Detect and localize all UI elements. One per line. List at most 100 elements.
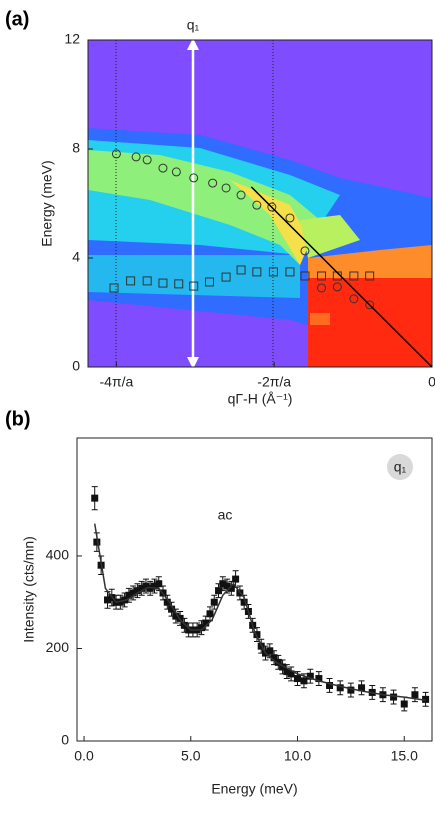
point [146, 584, 154, 592]
x-tick-label: 0 [428, 374, 435, 390]
annotation: q₁ [187, 17, 200, 33]
y-tick-label: 400 [46, 547, 70, 563]
point [223, 582, 231, 590]
point [236, 190, 246, 200]
point [326, 681, 334, 689]
point [111, 149, 121, 159]
point [315, 675, 323, 683]
annotation: q₁ [394, 459, 407, 475]
point [197, 624, 205, 632]
point [236, 265, 246, 275]
point [252, 200, 262, 210]
point [163, 598, 171, 606]
x-tick-label: 10.0 [284, 748, 311, 764]
point [332, 282, 342, 292]
y-tick-label: 4 [72, 249, 80, 265]
point [349, 294, 359, 304]
point [253, 631, 261, 639]
point [109, 283, 119, 293]
point [150, 582, 158, 590]
x-axis-label: Energy (meV) [211, 781, 297, 797]
point [317, 283, 327, 293]
point [158, 163, 168, 173]
point [125, 591, 133, 599]
point [285, 267, 295, 277]
heatmap [88, 38, 432, 369]
point [142, 582, 150, 590]
point [142, 155, 152, 165]
point [411, 691, 419, 699]
point [252, 267, 262, 277]
y-tick-label: 0 [61, 732, 69, 748]
point [126, 276, 136, 286]
annotation-badge [387, 454, 413, 480]
point [116, 598, 124, 606]
point [142, 276, 152, 286]
point [158, 278, 168, 288]
point [189, 173, 199, 183]
y-axis-label: Energy (meV) [39, 160, 55, 246]
point [206, 610, 214, 618]
point [266, 647, 274, 655]
plot-frame [76, 437, 433, 742]
point [240, 598, 248, 606]
point [336, 684, 344, 692]
point [155, 580, 163, 588]
point [215, 587, 223, 595]
point [400, 700, 408, 708]
point [349, 271, 359, 281]
point [205, 277, 215, 287]
point [221, 183, 231, 193]
fit-line [250, 186, 433, 368]
point [180, 621, 188, 629]
y-tick-label: 8 [72, 140, 80, 156]
point [219, 580, 227, 588]
point [171, 167, 181, 177]
point [365, 300, 375, 310]
fit-line [93, 523, 426, 702]
point [131, 152, 141, 162]
point [347, 686, 355, 694]
point [232, 575, 240, 583]
y-tick-label: 200 [46, 639, 70, 655]
x-axis-label: qΓ-H (Å⁻¹) [228, 391, 293, 407]
point [317, 271, 327, 281]
point [422, 695, 430, 703]
annotation: ac [218, 507, 233, 523]
point [227, 584, 235, 592]
point [283, 668, 291, 676]
point [210, 598, 218, 606]
panel-label: (a) [5, 8, 29, 30]
point [172, 612, 180, 620]
point [91, 494, 99, 502]
point [93, 538, 101, 546]
point [268, 267, 278, 277]
point [189, 281, 199, 291]
point [174, 279, 184, 289]
point [221, 272, 231, 282]
point [202, 619, 210, 627]
point [267, 202, 277, 212]
y-tick-label: 0 [72, 358, 80, 374]
point [300, 271, 310, 281]
point [294, 675, 302, 683]
point [365, 271, 375, 281]
plot-frame [87, 39, 433, 368]
point [287, 670, 295, 678]
point [270, 654, 278, 662]
point [168, 605, 176, 613]
point [274, 658, 282, 666]
point [306, 672, 314, 680]
point [300, 677, 308, 685]
point [279, 663, 287, 671]
x-tick-label: -2π/a [257, 374, 291, 390]
x-tick-label: -4π/a [100, 374, 134, 390]
point [133, 587, 141, 595]
y-tick-label: 12 [64, 31, 80, 47]
point [185, 626, 193, 634]
point [129, 589, 137, 597]
point [285, 213, 295, 223]
point [300, 246, 310, 256]
y-axis-label: Intensity (cts/mn) [21, 536, 37, 643]
